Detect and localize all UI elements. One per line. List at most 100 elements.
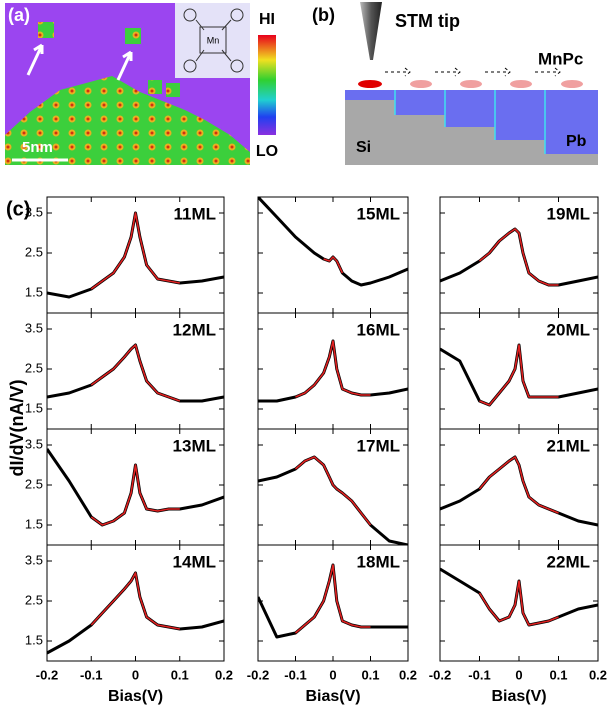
molecule-sketch	[183, 8, 244, 73]
data-line	[440, 343, 598, 407]
panel: 1.5 2.5 3.5 13ML	[25, 428, 225, 546]
panel: 20ML	[439, 312, 599, 430]
panel: 1.5 2.5 3.5 11ML	[25, 196, 225, 314]
y-tick-label: 2.5	[25, 244, 43, 259]
fit-line	[90, 344, 181, 402]
panel-title: 15ML	[357, 204, 400, 223]
x-tick-label: 0	[515, 667, 522, 682]
panel: 19ML	[439, 196, 599, 314]
molecule	[38, 22, 54, 38]
molecule-label: MnPc	[538, 49, 583, 68]
y-tick-label: 3.5	[25, 436, 43, 451]
panel-title: 19ML	[547, 204, 590, 223]
panel-title: 20ML	[547, 320, 590, 339]
tip-label: STM tip	[395, 11, 460, 31]
data-line	[47, 448, 224, 527]
fit-line	[294, 564, 371, 634]
y-tick-label: 2.5	[25, 360, 43, 375]
x-tick-label: -0.2	[429, 667, 451, 682]
data-line	[47, 571, 224, 655]
x-axis-label: Bias(V)	[108, 688, 163, 705]
data-line	[440, 227, 598, 287]
fit-line	[294, 456, 372, 526]
stm-tip	[360, 2, 382, 60]
panel-title: 14ML	[173, 552, 216, 571]
y-tick-label: 3.5	[25, 552, 43, 567]
panel: 17ML	[257, 428, 409, 546]
colorbar	[258, 35, 276, 135]
x-tick-label: -0.1	[468, 667, 490, 682]
panel-title: 16ML	[357, 320, 400, 339]
y-tick-label: 1.5	[25, 284, 43, 299]
panel: -0.2 -0.1 0 0.1 0.2 18ML Bias(V)	[247, 544, 417, 705]
move-arrows	[385, 67, 561, 77]
y-tick-label: 1.5	[25, 632, 43, 647]
panel-label: (b)	[312, 5, 335, 25]
y-tick-label: 3.5	[25, 320, 43, 335]
x-axis-label: Bias(V)	[491, 688, 546, 705]
x-tick-label: -0.1	[284, 667, 306, 682]
data-line	[258, 339, 408, 403]
panel-title: 17ML	[357, 436, 400, 455]
y-tick-label: 1.5	[25, 516, 43, 531]
fit-line	[295, 340, 371, 398]
panel: 21ML	[439, 428, 599, 546]
x-tick-label: 0.1	[549, 667, 567, 682]
x-tick-label: -0.2	[247, 667, 269, 682]
panel-label: (c)	[6, 198, 30, 220]
molecule	[166, 83, 180, 97]
panel-title: 11ML	[173, 204, 216, 223]
x-tick-label: 0.1	[361, 667, 379, 682]
si-label: Si	[356, 139, 371, 156]
fit-line	[90, 572, 180, 630]
x-tick-label: 0.2	[399, 667, 417, 682]
fit-line	[478, 228, 559, 286]
fit-line	[478, 456, 559, 514]
pb-island	[5, 76, 250, 165]
fit-line	[90, 212, 180, 290]
panel: 1.5 2.5 3.5 -0.2 -0.1 0 0.1 0.2 14ML Bias(V)	[25, 544, 233, 705]
panel-a: Mn (a) 5nm HI LO	[5, 3, 278, 165]
colorbar-hi: HI	[259, 11, 275, 28]
scale-label: 5nm	[22, 139, 53, 156]
data-line	[440, 567, 598, 627]
fit-line	[323, 256, 344, 274]
fit-line	[478, 580, 559, 626]
atom-label: Mn	[207, 35, 220, 45]
y-tick-label: 2.5	[25, 592, 43, 607]
fit-line	[479, 344, 559, 406]
panel: 16ML	[257, 312, 409, 430]
x-tick-label: 0	[132, 667, 139, 682]
molecule	[148, 80, 162, 94]
data-line	[47, 211, 224, 299]
panel-title: 18ML	[357, 552, 400, 571]
panel: 15ML	[257, 196, 409, 314]
inset	[175, 3, 250, 78]
data-line	[258, 563, 408, 639]
mnpc-molecule	[358, 80, 382, 88]
fit-line	[90, 464, 180, 526]
panel-title: 21ML	[547, 436, 590, 455]
panel: -0.2 -0.1 0 0.1 0.2 22ML Bias(V)	[429, 544, 607, 705]
colorbar-lo: LO	[256, 143, 278, 160]
x-tick-label: 0	[329, 667, 336, 682]
y-tick-label: 1.5	[25, 400, 43, 415]
mnpc-molecule	[410, 80, 432, 88]
panel-title: 13ML	[173, 436, 216, 455]
x-axis-label: Bias(V)	[305, 688, 360, 705]
panel-title: 22ML	[547, 552, 590, 571]
arrow	[116, 50, 133, 81]
arrow	[26, 43, 44, 76]
panel-title: 12ML	[173, 320, 216, 339]
step-edges	[394, 90, 546, 154]
x-tick-label: 0.2	[589, 667, 607, 682]
mnpc-molecule	[510, 80, 532, 88]
y-axis-label: dI/dV(nA/V)	[7, 380, 27, 477]
pb-label: Pb	[566, 133, 587, 150]
y-tick-label: 3.5	[25, 204, 43, 219]
pb-steps	[345, 90, 598, 154]
mnpc-molecule	[561, 80, 583, 88]
molecule	[125, 28, 141, 44]
mnpc-molecule	[460, 80, 482, 88]
